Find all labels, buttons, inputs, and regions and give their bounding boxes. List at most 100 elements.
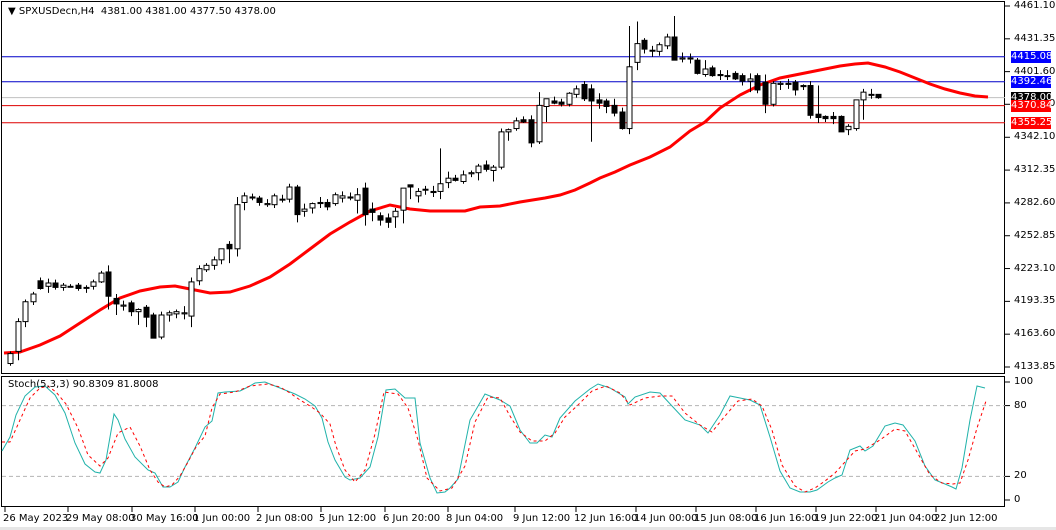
bullish-candle <box>332 194 339 205</box>
ohlc-values: 4381.00 4381.00 4377.50 4378.00 <box>100 6 276 17</box>
bullish-candle <box>573 88 580 95</box>
bullish-candle <box>181 312 188 315</box>
bearish-candle <box>385 217 392 223</box>
bearish-candle <box>754 75 761 91</box>
bearish-candle <box>520 119 527 123</box>
time-label: 21 Jun 04:00 <box>874 513 938 524</box>
moving-average-line <box>3 61 989 355</box>
price-label-support: 4355.25 <box>1011 116 1053 129</box>
bullish-candle <box>60 284 67 288</box>
price-label-support: 4370.84 <box>1011 99 1053 112</box>
bearish-candle <box>452 177 459 181</box>
time-label: 1 Jun 00:00 <box>193 513 251 524</box>
bearish-candle <box>732 72 739 80</box>
bullish-candle <box>279 198 286 201</box>
time-label: 14 Jun 00:00 <box>634 513 698 524</box>
triangle-down-icon[interactable]: ▼ <box>8 6 19 17</box>
price-tick-label: 4282.60 <box>1014 196 1056 208</box>
bullish-candle <box>490 166 497 171</box>
price-tick-label: 4133.85 <box>1014 361 1056 372</box>
bullish-candle <box>702 68 709 76</box>
time-label: 2 Jun 08:00 <box>256 513 314 524</box>
bearish-candle <box>362 187 369 216</box>
price-tick-label: 4461.10 <box>1014 0 1056 11</box>
bearish-candle <box>347 196 354 199</box>
bullish-candle <box>475 165 482 174</box>
bullish-candle <box>67 285 74 288</box>
time-label: 19 Jun 22:00 <box>814 513 878 524</box>
bullish-candle <box>98 272 105 283</box>
bullish-candle <box>868 93 875 96</box>
stoch-main-line <box>1 381 986 494</box>
bullish-candle <box>777 82 784 85</box>
time-label: 29 May 08:00 <box>66 513 135 524</box>
bullish-candle <box>747 78 754 82</box>
bullish-candle <box>196 268 203 282</box>
bullish-candle <box>241 195 248 203</box>
bullish-candle <box>649 49 656 52</box>
bearish-candle <box>581 83 588 100</box>
bearish-candle <box>596 99 603 104</box>
bullish-candle <box>158 314 165 338</box>
bullish-candle <box>120 304 127 307</box>
bullish-candle <box>634 43 641 63</box>
bearish-candle <box>483 164 490 170</box>
bearish-candle <box>762 81 769 105</box>
bearish-candle <box>113 297 120 305</box>
bearish-candle <box>143 306 150 318</box>
price-tick-label: 4193.35 <box>1014 295 1056 307</box>
price-tick-label: 4431.35 <box>1014 32 1056 44</box>
bullish-candle <box>679 57 686 60</box>
bullish-candle <box>15 321 22 352</box>
bullish-candle <box>286 186 293 200</box>
bearish-candle <box>249 196 256 199</box>
time-label: 5 Jun 12:00 <box>319 513 377 524</box>
time-label: 15 Jun 08:00 <box>694 513 758 524</box>
bullish-candle <box>166 312 173 316</box>
stoch-signal-line <box>2 383 987 493</box>
bullish-candle <box>30 293 37 303</box>
time-label: 16 Jun 16:00 <box>754 513 818 524</box>
bearish-candle <box>875 93 882 99</box>
osc-tick-label: 100 <box>1014 376 1034 387</box>
price-tick-label: 4342.10 <box>1014 131 1056 143</box>
price-chart-pane[interactable]: ▼ SPXUSDecn,H4 4381.00 4381.00 4377.50 4… <box>1 1 1005 374</box>
price-tick-label: 4312.35 <box>1014 164 1056 176</box>
bullish-candle <box>437 183 444 192</box>
bearish-candle <box>830 115 837 120</box>
bullish-candle <box>460 174 467 183</box>
bullish-candle <box>264 203 271 206</box>
bullish-candle <box>339 195 346 199</box>
price-tick-label: 4163.60 <box>1014 328 1056 340</box>
bullish-candle <box>422 188 429 191</box>
bearish-candle <box>603 100 610 107</box>
bullish-candle <box>505 129 512 133</box>
bearish-candle <box>611 104 618 114</box>
bullish-candle <box>513 120 520 130</box>
scroll-strip[interactable] <box>0 527 1056 530</box>
bearish-candle <box>641 39 648 50</box>
time-label: 8 Jun 04:00 <box>446 513 504 524</box>
bearish-candle <box>226 243 233 250</box>
bearish-candle <box>317 201 324 205</box>
stochastic-pane[interactable]: Stoch(5,3,3) 90.8309 81.8008 <box>1 376 1005 507</box>
bullish-candle <box>664 36 671 47</box>
bearish-candle <box>551 100 558 104</box>
bullish-candle <box>83 286 90 289</box>
bullish-candle <box>415 190 422 197</box>
bullish-candle <box>724 75 731 78</box>
bullish-candle <box>626 66 633 130</box>
osc-tick-label: 80 <box>1014 399 1027 411</box>
bearish-candle <box>377 215 384 221</box>
bullish-candle <box>770 82 777 105</box>
bullish-candle <box>860 91 867 101</box>
bullish-candle <box>188 281 195 317</box>
bullish-candle <box>203 264 210 271</box>
bearish-candle <box>709 67 716 77</box>
bullish-candle <box>45 282 52 287</box>
bearish-candle <box>528 119 535 144</box>
bullish-candle <box>309 203 316 209</box>
bearish-candle <box>105 271 112 297</box>
price-label-resistance: 4392.46 <box>1011 75 1053 88</box>
